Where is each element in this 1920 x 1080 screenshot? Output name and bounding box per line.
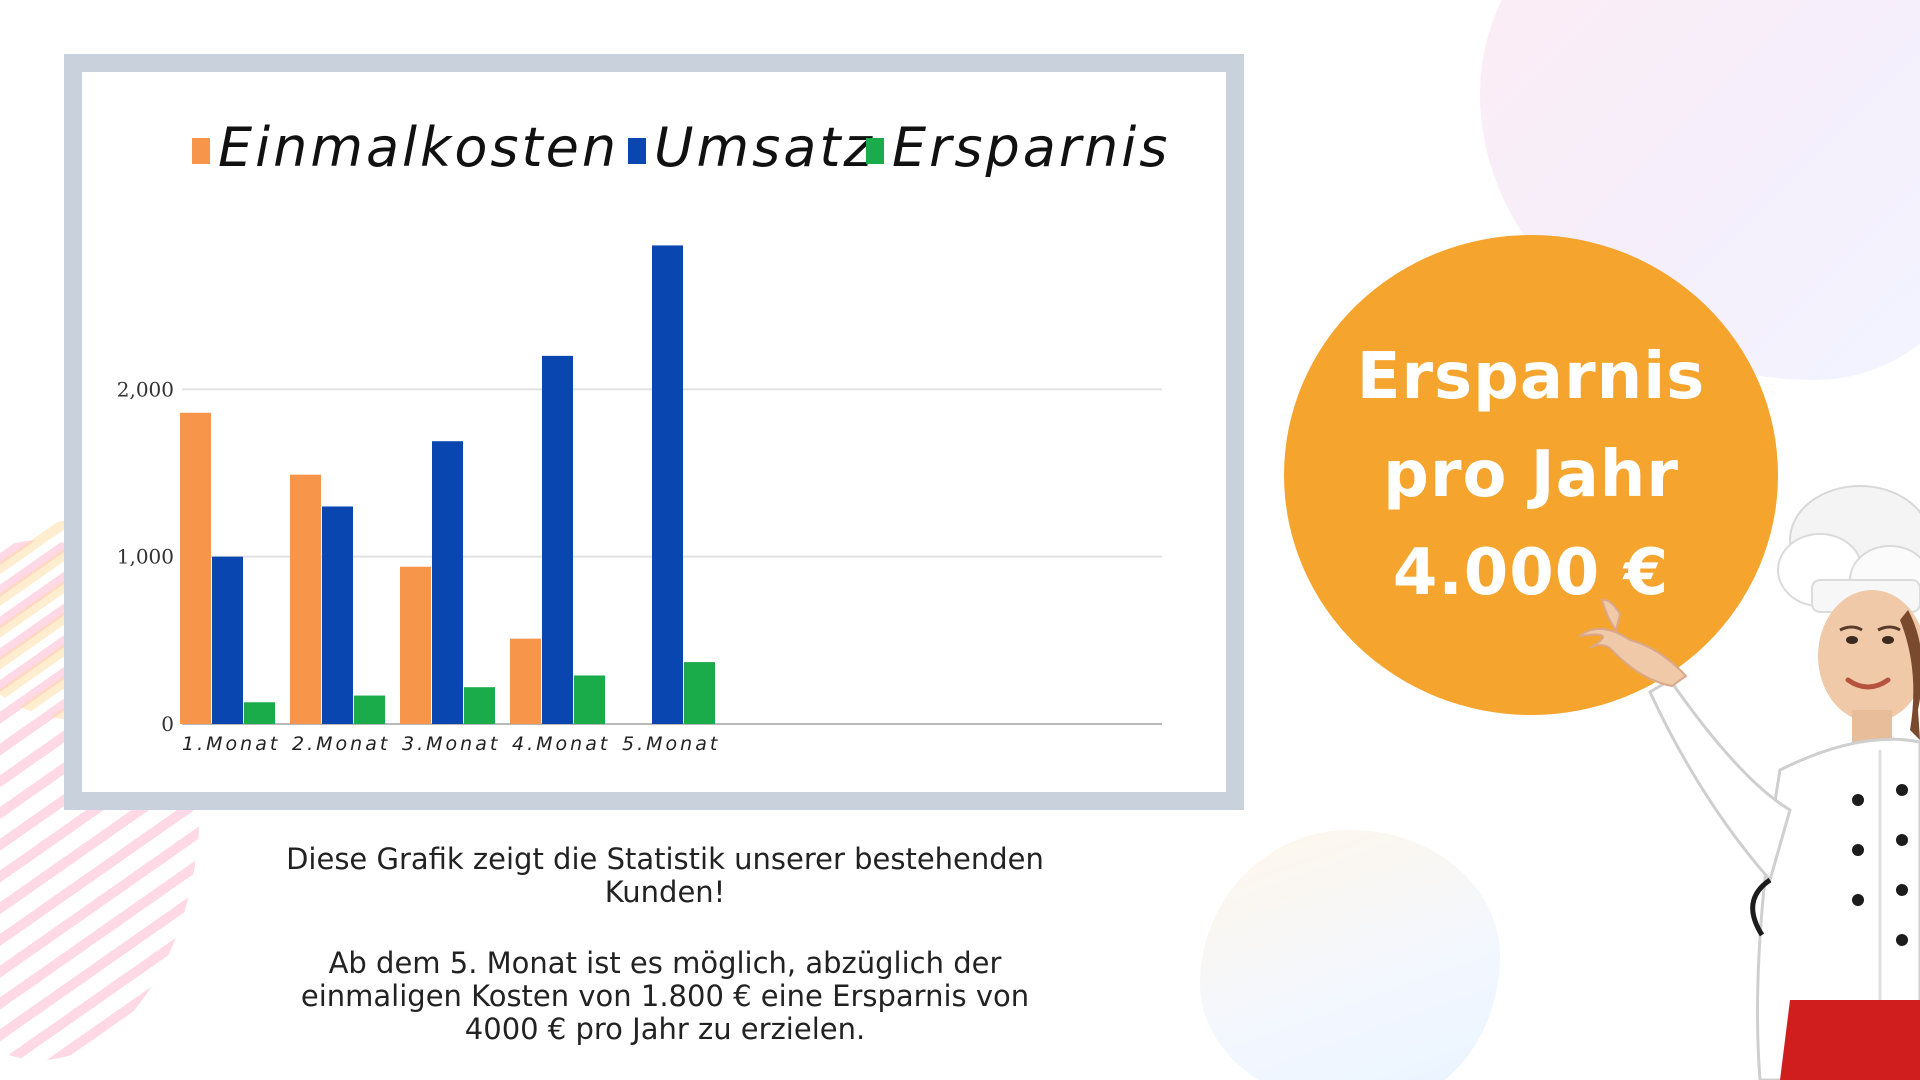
bar-ersparnis-3 (464, 687, 495, 724)
bar-ersparnis-2 (354, 695, 385, 724)
y-tick-label-2: 2,000 (117, 377, 174, 401)
bar-umsatz-3 (432, 441, 463, 724)
y-tick-label-0: 0 (161, 712, 174, 736)
y-tick-label-1: 1,000 (117, 545, 174, 569)
caption-line-3: Ab dem 5. Monat ist es möglich, abzüglic… (328, 946, 1002, 980)
y-axis-ticks: 0 1,000 2,000 (117, 377, 174, 736)
bar-umsatz-5 (652, 245, 683, 724)
savings-badge-line-2: pro Jahr (1383, 438, 1679, 512)
bar-einmalkosten-2 (290, 474, 321, 724)
chart-caption: Diese Grafik zeigt die Statistik unserer… (230, 843, 1100, 1046)
caption-line-4: einmaligen Kosten von 1.800 € eine Erspa… (300, 979, 1030, 1013)
caption-line-2: Kunden! (604, 875, 726, 909)
bar-ersparnis-5 (684, 662, 715, 724)
chart-legend: Einmalkosten Umsatz Ersparnis (192, 116, 1170, 179)
caption-spacer (230, 909, 1100, 947)
x-tick-label-3: 3.Monat (402, 733, 500, 755)
bar-einmalkosten-4 (510, 638, 541, 724)
bar-ersparnis-1 (244, 702, 275, 724)
chart-bars (180, 245, 715, 724)
chart-frame: Einmalkosten Umsatz Ersparnis 0 1,000 2,000 … (64, 54, 1244, 810)
bar-einmalkosten-3 (400, 566, 431, 724)
savings-badge-line-1: Ersparnis (1356, 340, 1706, 414)
legend-label-1: Umsatz (654, 116, 875, 179)
caption-line-1: Diese Grafik zeigt die Statistik unserer… (286, 842, 1044, 876)
legend-swatch-0 (192, 138, 210, 164)
x-tick-label-5: 5.Monat (622, 733, 720, 755)
bar-umsatz-4 (542, 355, 573, 724)
legend-label-0: Einmalkosten (218, 116, 619, 179)
x-axis-ticks: 1.Monat 2.Monat 3.Monat 4.Monat 5.Monat (182, 733, 720, 755)
x-tick-label-4: 4.Monat (512, 733, 610, 755)
caption-line-5: 4000 € pro Jahr zu erzielen. (464, 1012, 866, 1046)
x-tick-label-1: 1.Monat (182, 733, 280, 755)
bar-umsatz-2 (322, 506, 353, 724)
chef-icon (1576, 485, 1920, 1080)
bar-einmalkosten-1 (180, 412, 211, 724)
legend-swatch-2 (866, 138, 884, 164)
bar-umsatz-1 (212, 556, 243, 724)
legend-swatch-1 (628, 138, 646, 164)
x-tick-label-2: 2.Monat (292, 733, 390, 755)
savings-badge-amount: 4.000 € (1392, 536, 1670, 610)
savings-badge: Ersparnis pro Jahr 4.000 € (1284, 235, 1778, 715)
legend-label-2: Ersparnis (892, 116, 1170, 179)
bar-ersparnis-4 (574, 675, 605, 724)
bar-chart: Einmalkosten Umsatz Ersparnis 01,0002,000 … (117, 116, 1170, 755)
